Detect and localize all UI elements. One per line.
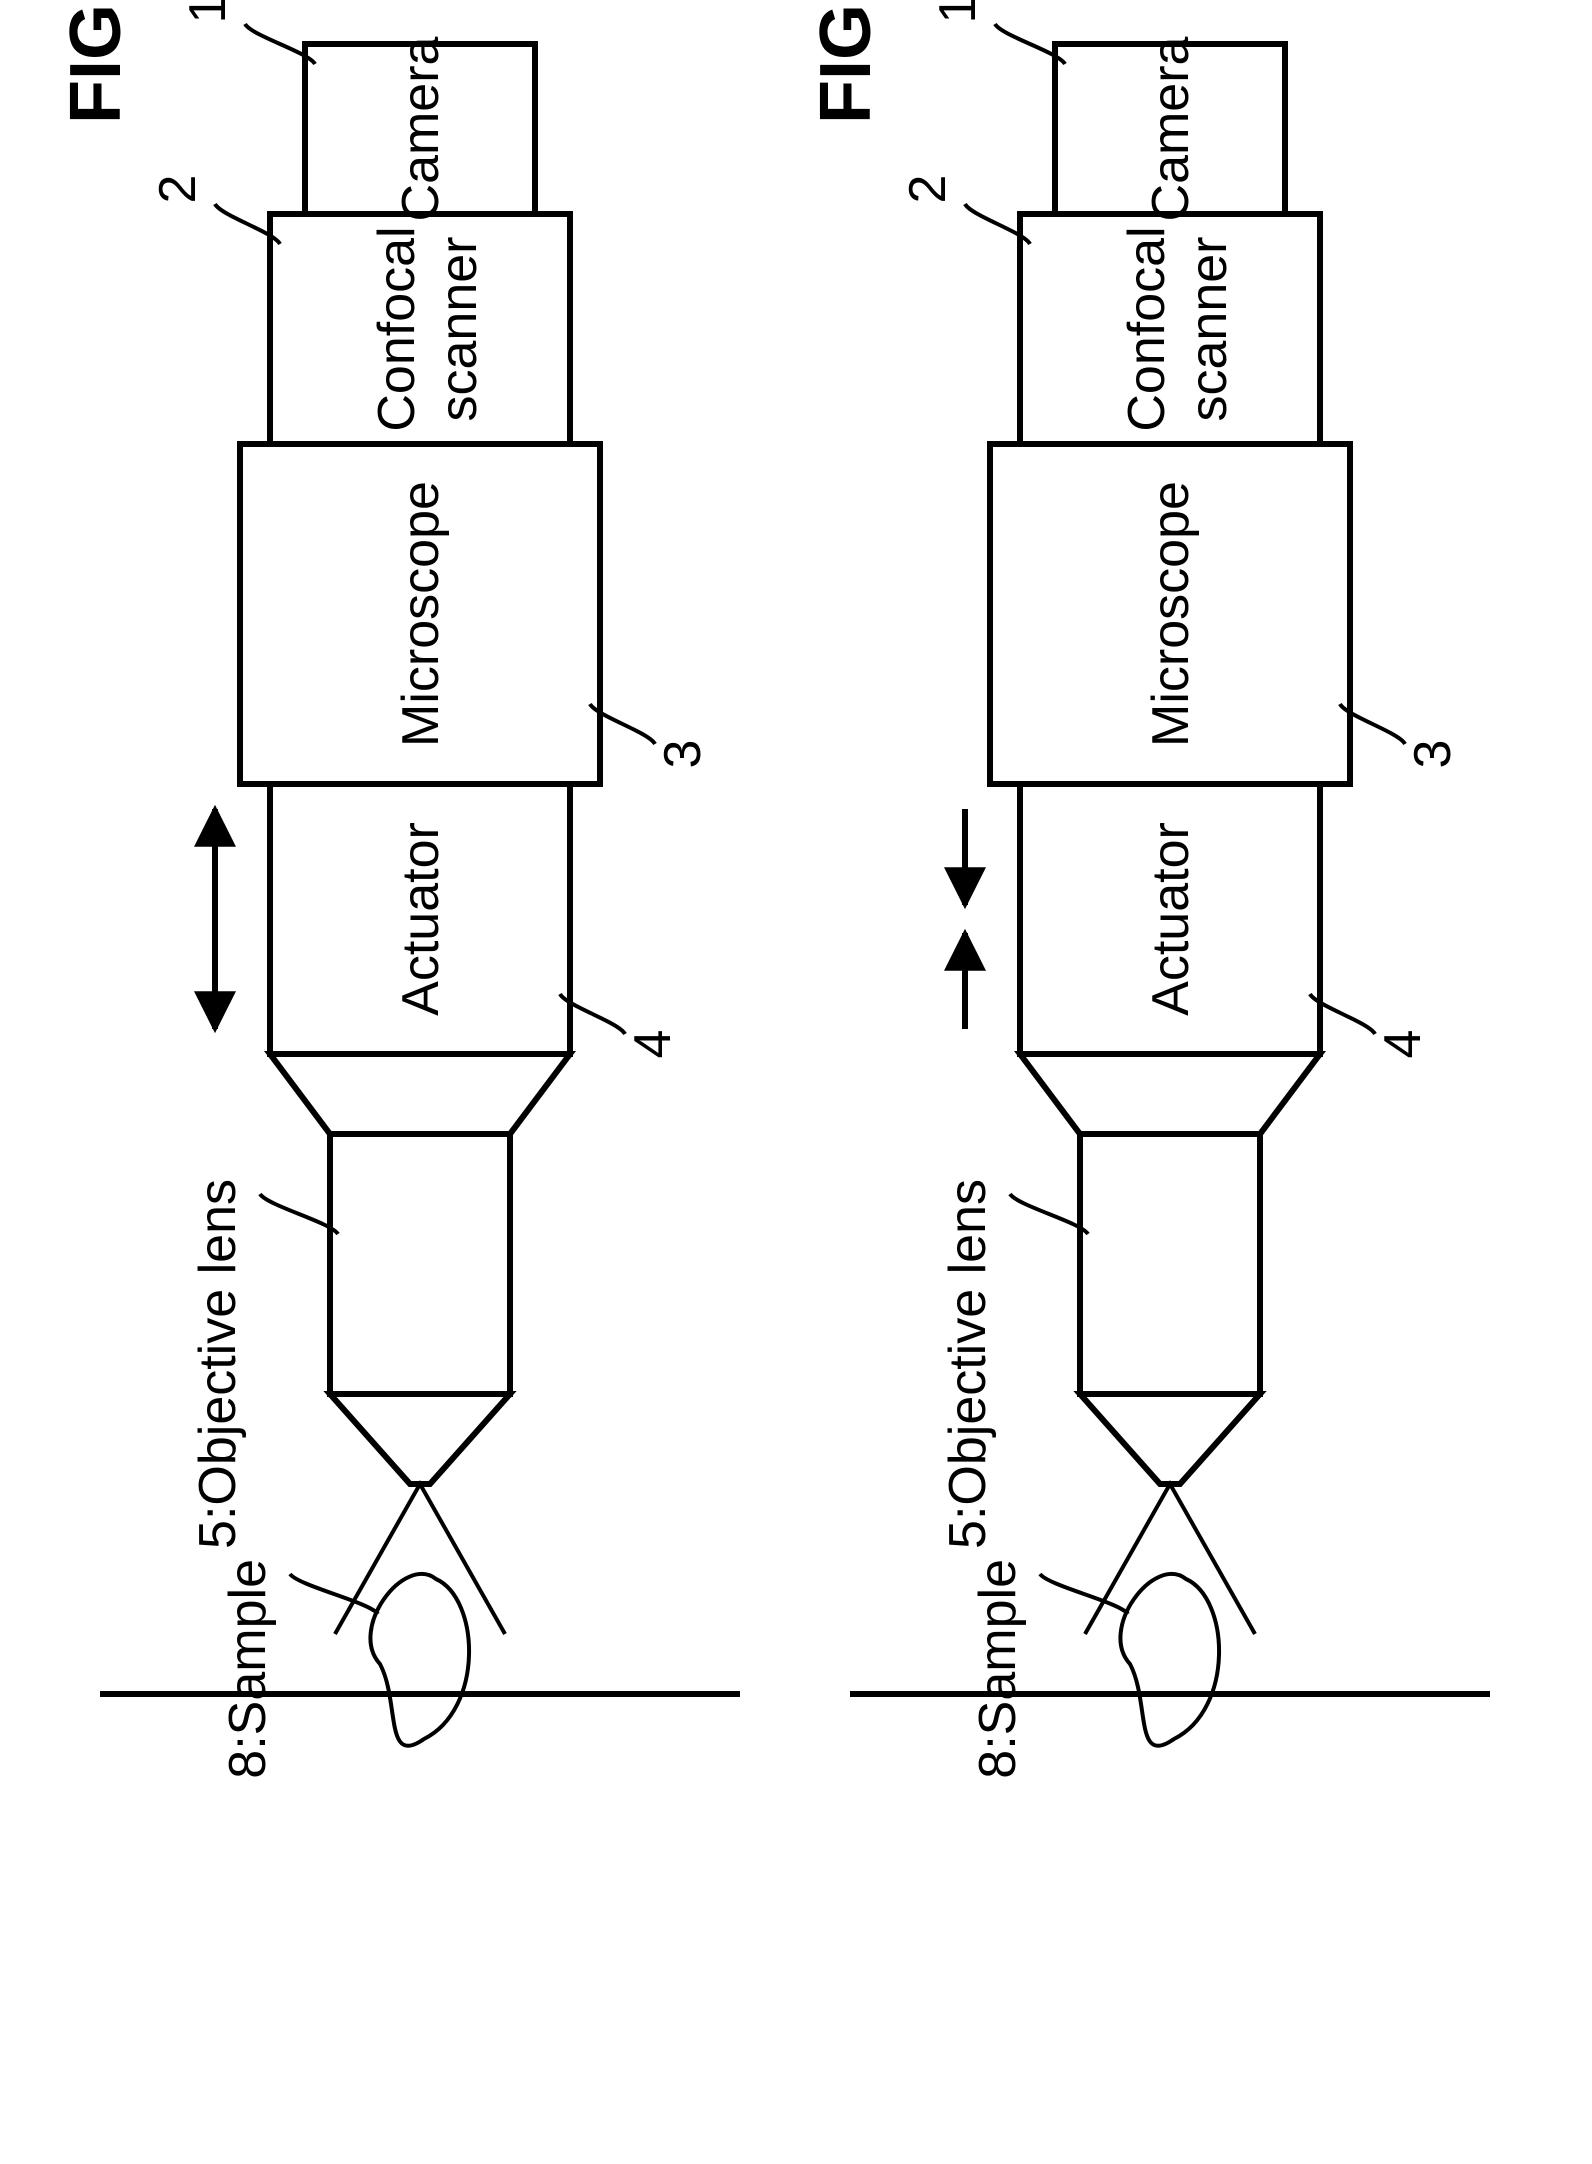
objective-barrel	[1080, 1134, 1260, 1394]
sample-label: 8:Sample	[219, 1559, 277, 1779]
actuator-label: Actuator	[392, 822, 450, 1016]
sample-label: 8:Sample	[969, 1559, 1027, 1779]
leader-5	[260, 1194, 338, 1234]
num-1: 1	[929, 0, 987, 23]
sample-blob	[1120, 1574, 1219, 1746]
objective-barrel	[330, 1134, 510, 1394]
confocal-label-2: scanner	[430, 237, 488, 422]
figure-2a: FIG.2A CameraConfocalscanner Microscope Act…	[56, 0, 740, 1779]
actuator-taper	[270, 1054, 570, 1134]
leader-5	[1010, 1194, 1088, 1234]
fig-2a-title: FIG.2A	[56, 0, 136, 124]
num-3: 3	[654, 740, 712, 769]
objective-tip	[1080, 1394, 1260, 1484]
microscope-label: Microscope	[1142, 481, 1200, 747]
objective-label: 5:Objective lens	[189, 1179, 247, 1549]
num-2: 2	[149, 175, 207, 204]
objective-tip	[330, 1394, 510, 1484]
actuator-label: Actuator	[1142, 822, 1200, 1016]
num-4: 4	[1374, 1030, 1432, 1059]
camera-label: Camera	[1142, 36, 1200, 221]
objective-label: 5:Objective lens	[939, 1179, 997, 1549]
fig-2b-title: FIG.2B	[806, 0, 886, 124]
num-3: 3	[1404, 740, 1462, 769]
confocal-label-2: scanner	[1180, 237, 1238, 422]
microscope-label: Microscope	[392, 481, 450, 747]
num-1: 1	[179, 0, 237, 23]
confocal-label-1: Confocal	[368, 226, 426, 431]
figure-2b: FIG.2B CameraConfocalscanner Microscope Act…	[806, 0, 1490, 1779]
sample-blob	[370, 1574, 469, 1746]
actuator-taper	[1020, 1054, 1320, 1134]
camera-label: Camera	[392, 36, 450, 221]
confocal-label-1: Confocal	[1118, 226, 1176, 431]
num-2: 2	[899, 175, 957, 204]
num-4: 4	[624, 1030, 682, 1059]
